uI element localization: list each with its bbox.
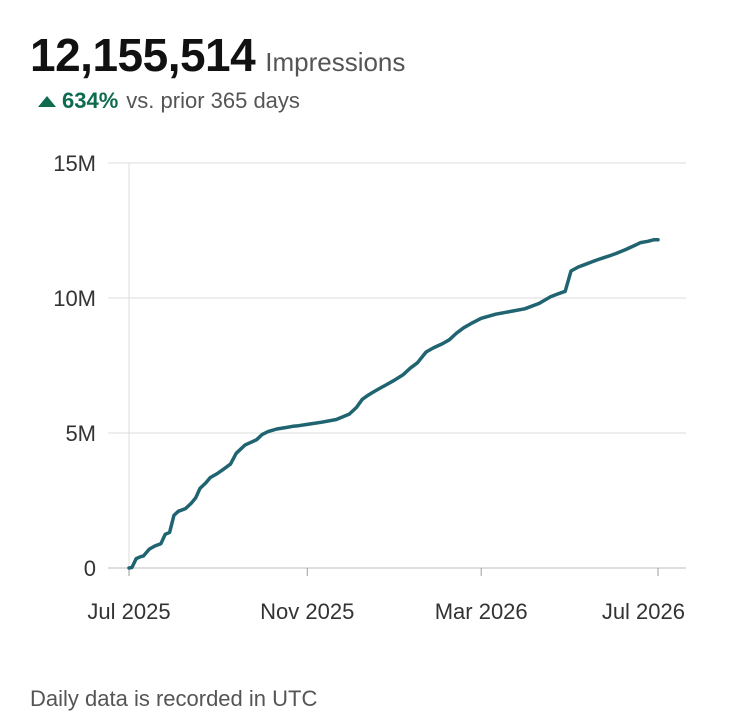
x-tick-label: Jul 2026 <box>602 599 685 624</box>
x-tick-label: Jul 2025 <box>87 599 170 624</box>
total-impressions-value: 12,155,514 <box>30 29 256 81</box>
x-tick-label: Mar 2026 <box>435 599 528 624</box>
change-row: 634% vs. prior 365 days <box>30 88 405 114</box>
y-tick-label: 5M <box>65 421 96 446</box>
impressions-line-chart: 0 5M 10M 15M Jul 2025 Nov 2025 Mar 2026 Jul 202… <box>53 151 686 624</box>
x-tick-label: Nov 2025 <box>260 599 354 624</box>
summary-header: 12,155,514 Impressions 634% vs. prior 36… <box>30 28 405 114</box>
y-tick-label: 0 <box>84 556 96 581</box>
y-tick-label: 10M <box>53 286 96 311</box>
metric-label: Impressions <box>265 47 406 77</box>
change-comparison-text: vs. prior 365 days <box>126 88 300 113</box>
change-percent: 634% <box>62 88 119 113</box>
utc-footnote: Daily data is recorded in UTC <box>30 686 318 711</box>
triangle-up-icon <box>38 95 56 107</box>
y-tick-label: 15M <box>53 151 96 176</box>
title-row: 12,155,514 Impressions <box>30 28 405 82</box>
impressions-series-line <box>127 238 660 570</box>
